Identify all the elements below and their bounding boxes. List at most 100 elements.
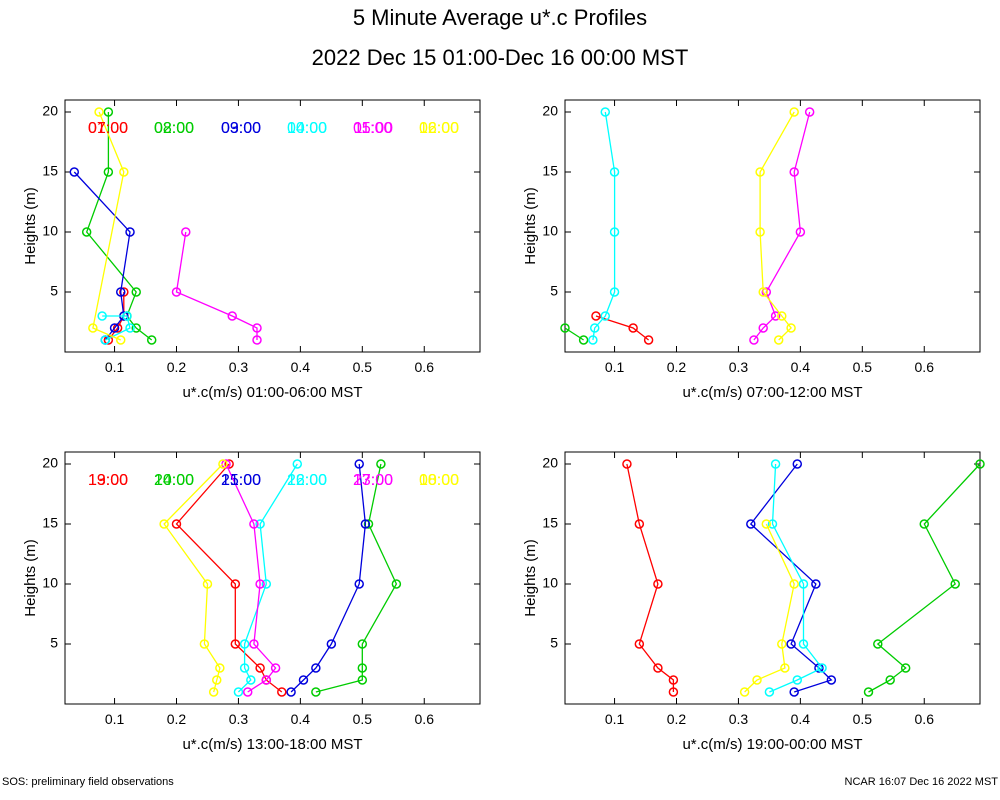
- y-tick-label: 5: [50, 635, 58, 651]
- y-axis-label: Heights (m): [22, 187, 39, 265]
- x-tick-label: 0.3: [229, 359, 249, 375]
- y-tick-label: 15: [42, 515, 58, 531]
- data-point: [199, 639, 210, 649]
- series-line: [107, 292, 125, 341]
- data-point: [873, 639, 883, 649]
- data-point: [761, 519, 772, 529]
- x-tick-label: 0.6: [915, 359, 935, 375]
- chart-title: 5 Minute Average u*.c Profiles: [352, 5, 648, 30]
- data-point: [591, 311, 601, 321]
- data-point: [792, 675, 803, 685]
- x-axis-label: u*.c(m/s) 01:00-06:00 MST: [182, 384, 362, 401]
- series-line: [102, 315, 131, 341]
- data-point: [811, 579, 821, 589]
- data-point: [600, 107, 611, 117]
- data-point: [764, 687, 775, 697]
- x-tick-label: 0.5: [853, 711, 873, 727]
- data-point: [739, 687, 750, 697]
- data-point: [589, 323, 600, 333]
- series-line: [175, 231, 258, 340]
- data-point: [777, 311, 787, 321]
- plot-frame: [64, 451, 481, 705]
- series-line: [868, 463, 981, 693]
- data-point: [270, 663, 281, 673]
- footer-right: NCAR 16:07 Dec 16 2022 MST: [844, 776, 998, 788]
- data-point: [311, 687, 321, 697]
- data-point: [600, 311, 611, 321]
- y-tick-label: 5: [550, 635, 558, 651]
- y-tick-label: 10: [42, 223, 58, 239]
- data-point: [354, 459, 364, 469]
- y-tick-label: 20: [42, 103, 58, 119]
- data-point: [208, 687, 219, 697]
- data-point: [261, 579, 272, 589]
- data-point: [88, 323, 98, 333]
- data-point: [227, 311, 237, 321]
- data-point: [758, 323, 768, 333]
- data-point: [171, 287, 182, 297]
- legend-label: 06:00: [419, 120, 459, 137]
- data-point: [668, 675, 679, 685]
- data-point: [115, 287, 126, 297]
- data-point: [376, 459, 386, 469]
- data-point: [357, 663, 368, 673]
- data-point: [252, 323, 262, 333]
- y-tick-label: 15: [542, 515, 558, 531]
- y-tick-label: 15: [542, 163, 558, 179]
- legend-label: 21:00: [221, 472, 261, 489]
- data-point: [212, 675, 222, 685]
- panel-4: 0.1 0.2 0.3 0.4 0.5 0.6 5 10 15 20 u*.c(m/s) 19:00…: [88, 451, 985, 753]
- x-tick-label: 0.4: [291, 359, 311, 375]
- data-point: [252, 335, 262, 345]
- series-line: [744, 523, 795, 693]
- data-point: [749, 335, 759, 345]
- data-point: [391, 579, 402, 589]
- data-point: [622, 459, 632, 469]
- x-tick-label: 0.4: [791, 711, 811, 727]
- y-tick-label: 10: [542, 223, 558, 239]
- data-point: [786, 323, 796, 333]
- series-line: [769, 463, 824, 693]
- data-point: [230, 579, 241, 589]
- data-point: [224, 459, 234, 469]
- data-point: [609, 227, 620, 237]
- legend-label: 12:00: [419, 120, 459, 137]
- data-point: [900, 663, 911, 673]
- legend-label: 11:00: [354, 120, 393, 137]
- x-tick-label: 0.5: [353, 711, 373, 727]
- data-point: [578, 335, 589, 345]
- data-point: [298, 675, 309, 685]
- data-point: [770, 459, 781, 469]
- data-point: [795, 227, 806, 237]
- data-point: [919, 519, 930, 529]
- data-point: [255, 663, 265, 673]
- data-point: [863, 687, 874, 697]
- data-point: [609, 287, 620, 297]
- series-line: [315, 463, 398, 693]
- data-point: [69, 167, 80, 177]
- x-tick-label: 0.4: [791, 359, 811, 375]
- series-line: [225, 463, 277, 693]
- data-point: [767, 519, 778, 529]
- series-line: [595, 315, 649, 341]
- data-point: [789, 579, 799, 589]
- y-tick-label: 5: [50, 283, 58, 299]
- data-point: [146, 335, 157, 345]
- data-point: [94, 107, 104, 117]
- y-tick-label: 20: [542, 103, 558, 119]
- plot-frame: [64, 99, 481, 353]
- data-point: [311, 663, 321, 673]
- data-point: [277, 687, 287, 697]
- y-axis-label: Heights (m): [522, 187, 539, 265]
- data-point: [171, 519, 182, 529]
- x-tick-label: 0.6: [415, 359, 435, 375]
- data-point: [950, 579, 960, 589]
- x-axis-label: u*.c(m/s) 13:00-18:00 MST: [182, 736, 362, 753]
- y-tick-label: 10: [42, 575, 58, 591]
- legend-label: 05:00: [353, 120, 393, 137]
- legend-label: 22:00: [287, 472, 327, 489]
- y-tick-label: 5: [550, 283, 558, 299]
- y-axis-label: Heights (m): [522, 539, 539, 617]
- legend-label: 04:00: [287, 120, 327, 137]
- x-tick-label: 0.1: [105, 711, 125, 727]
